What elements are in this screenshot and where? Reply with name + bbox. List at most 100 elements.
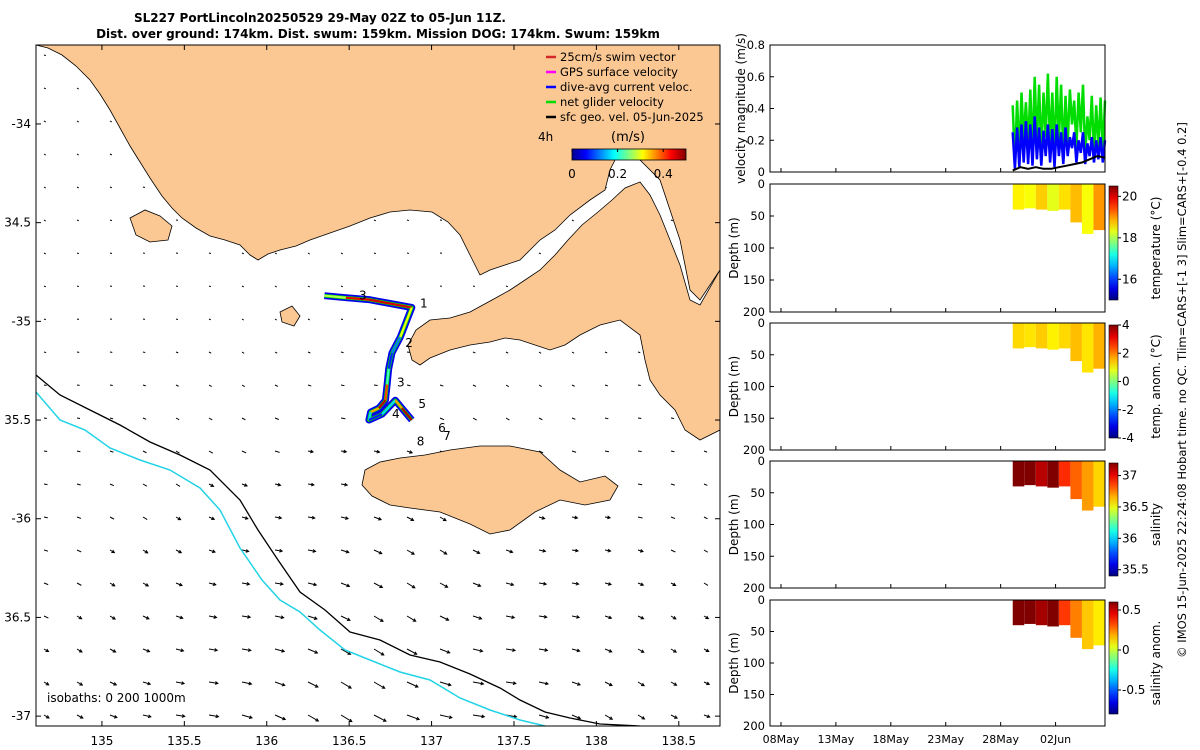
velocity-arrow bbox=[538, 648, 548, 651]
velocity-arrow bbox=[472, 384, 477, 387]
map-x-tick-label: 138.5 bbox=[662, 734, 696, 748]
velocity-arrow-head bbox=[343, 449, 348, 454]
velocity-arrow bbox=[175, 351, 179, 354]
velocity-arrow-head bbox=[448, 715, 453, 719]
velocity-arrow bbox=[109, 219, 113, 222]
velocity-arrow-head bbox=[344, 516, 350, 520]
profile-cell bbox=[1024, 600, 1036, 624]
velocity-arrow bbox=[604, 417, 609, 420]
profile-panel-0-frame bbox=[769, 183, 1106, 313]
isobath-200m bbox=[36, 374, 641, 726]
velocity-arrow bbox=[340, 384, 345, 387]
velocity-arrow bbox=[241, 681, 252, 685]
velocity-arrow bbox=[538, 615, 547, 618]
velocity-arrow bbox=[505, 582, 514, 586]
velocity-arrow-head bbox=[279, 582, 284, 586]
velocity-arrow bbox=[208, 351, 212, 354]
velocity-arrow bbox=[43, 285, 47, 288]
velocity-y-tick-label: 0.2 bbox=[747, 133, 765, 147]
colorbar-tick-label: 0 bbox=[568, 167, 576, 181]
velocity-arrow bbox=[43, 153, 46, 156]
map-y-tick-label: 34.5 bbox=[4, 216, 31, 230]
profile-3-y-tick-label: 200 bbox=[743, 719, 765, 733]
velocity-arrow bbox=[637, 516, 643, 519]
velocity-arrow bbox=[274, 318, 277, 321]
map-y-tick-label: 36.5 bbox=[4, 610, 31, 624]
day-label: 4 bbox=[392, 407, 400, 421]
velocity-arrow-head bbox=[409, 450, 414, 454]
velocity-arrow-head bbox=[147, 681, 152, 686]
velocity-arrow bbox=[670, 417, 675, 420]
velocity-arrow bbox=[142, 681, 151, 685]
velocity-arrow bbox=[340, 516, 349, 520]
velocity-arrow bbox=[241, 417, 246, 421]
profile-3-y-tick-label: 100 bbox=[743, 656, 765, 670]
profile-colorbar-tick-label: 4 bbox=[1122, 318, 1130, 332]
velocity-arrow-head bbox=[211, 516, 216, 521]
velocity-arrow bbox=[208, 549, 216, 553]
profile-colorbar-label: temperature (°C) bbox=[1149, 197, 1163, 300]
velocity-arrow bbox=[604, 450, 610, 453]
velocity-arrow-head bbox=[512, 648, 517, 652]
velocity-arrow bbox=[439, 516, 447, 522]
velocity-arrow-head bbox=[280, 615, 285, 620]
velocity-arrow bbox=[340, 648, 351, 655]
velocity-arrow-head bbox=[414, 684, 419, 688]
velocity-arrow-head bbox=[480, 681, 485, 686]
track-segment bbox=[368, 413, 383, 422]
velocity-arrow-head bbox=[146, 648, 151, 653]
map-y-tick-label: -34 bbox=[11, 117, 31, 131]
profile-1-y-tick-label: 50 bbox=[750, 348, 765, 362]
velocity-arrow-head bbox=[607, 548, 612, 553]
velocity-arrow bbox=[406, 516, 414, 521]
velocity-arrow-head bbox=[211, 549, 216, 554]
velocity-arrow bbox=[538, 450, 544, 454]
velocity-arrow bbox=[472, 681, 484, 685]
velocity-arrow bbox=[670, 516, 676, 519]
velocity-arrow bbox=[571, 615, 580, 618]
velocity-arrow bbox=[670, 450, 675, 453]
day-label: 3 bbox=[359, 289, 367, 303]
velocity-arrow-head bbox=[376, 449, 381, 454]
profile-colorbar-tick-label: -2 bbox=[1122, 403, 1134, 417]
velocity-arrow bbox=[76, 582, 82, 586]
velocity-arrow bbox=[703, 450, 708, 453]
velocity-arrow-head bbox=[344, 482, 349, 487]
velocity-arrow bbox=[241, 252, 245, 255]
time-x-tick-label: 18May bbox=[872, 733, 909, 746]
legend-entry: dive-avg current veloc. bbox=[560, 80, 693, 94]
velocity-arrow bbox=[637, 714, 645, 720]
velocity-arrow-head bbox=[576, 648, 581, 653]
velocity-arrow bbox=[241, 351, 245, 354]
velocity-arrow bbox=[208, 582, 216, 586]
velocity-arrow-head bbox=[478, 616, 483, 620]
profile-colorbar bbox=[1108, 462, 1119, 577]
velocity-arrow bbox=[373, 516, 382, 521]
land-small-island-2 bbox=[279, 305, 301, 327]
profile-colorbar-tick-label: 20 bbox=[1122, 189, 1137, 203]
velocity-arrow bbox=[439, 417, 445, 421]
profile-cell bbox=[1070, 184, 1082, 223]
velocity-arrow bbox=[472, 549, 480, 554]
velocity-arrow bbox=[406, 384, 411, 387]
velocity-arrow bbox=[43, 252, 47, 255]
velocity-arrow bbox=[670, 483, 675, 486]
track-segment bbox=[399, 307, 413, 338]
velocity-arrow-head bbox=[510, 582, 515, 587]
profile-cell bbox=[1035, 323, 1048, 349]
velocity-arrow-head bbox=[346, 583, 351, 588]
profile-cell bbox=[1047, 323, 1059, 350]
profile-cell bbox=[1093, 461, 1105, 507]
velocity-arrow bbox=[142, 384, 146, 387]
velocity-arrow-head bbox=[245, 549, 250, 553]
time-x-tick-label: 28May bbox=[982, 733, 1019, 746]
velocity-arrow-head bbox=[607, 582, 613, 586]
velocity-arrow bbox=[307, 681, 319, 688]
velocity-arrow-head bbox=[640, 582, 645, 586]
velocity-arrow bbox=[571, 450, 577, 453]
velocity-arrow bbox=[109, 648, 116, 653]
velocity-arrow bbox=[175, 483, 181, 487]
profile-colorbar-tick-label: -4 bbox=[1122, 431, 1134, 445]
profile-colorbar-label: salinity bbox=[1149, 503, 1163, 546]
velocity-arrow-head bbox=[411, 584, 416, 589]
